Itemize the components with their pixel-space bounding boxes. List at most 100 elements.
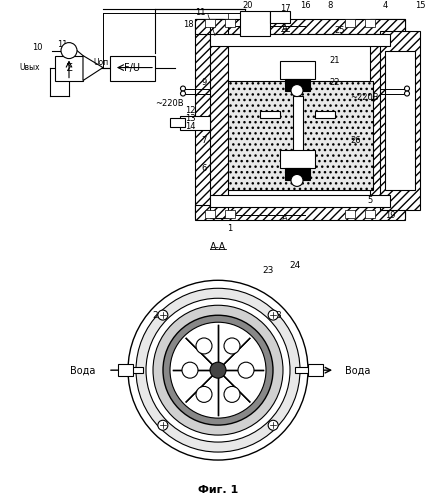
Circle shape — [158, 420, 168, 430]
Bar — [240, 10, 270, 35]
Bar — [180, 115, 210, 130]
Text: Фиг. 1: Фиг. 1 — [198, 485, 238, 495]
Bar — [170, 118, 185, 127]
Bar — [205, 211, 215, 219]
Bar — [210, 33, 390, 45]
Bar — [195, 206, 405, 221]
Bar — [223, 80, 373, 191]
Circle shape — [181, 86, 185, 91]
Bar — [285, 169, 310, 181]
Bar — [55, 55, 83, 80]
Text: 22: 22 — [330, 78, 340, 87]
Text: 3: 3 — [275, 311, 281, 320]
Text: 26: 26 — [351, 136, 361, 145]
Text: 21: 21 — [330, 56, 340, 65]
Text: 16: 16 — [300, 1, 310, 10]
Bar — [128, 367, 143, 373]
Circle shape — [196, 386, 212, 402]
Text: 17: 17 — [279, 4, 290, 13]
Circle shape — [158, 310, 168, 320]
Circle shape — [224, 386, 240, 402]
Circle shape — [181, 91, 185, 96]
Bar — [225, 18, 235, 26]
Bar — [270, 10, 290, 22]
Bar — [205, 18, 215, 26]
Bar — [365, 18, 375, 26]
Bar — [293, 95, 303, 154]
Circle shape — [291, 175, 303, 187]
Circle shape — [405, 91, 409, 96]
Text: F/U: F/U — [124, 62, 140, 72]
Text: Вода: Вода — [345, 365, 370, 375]
Circle shape — [291, 84, 303, 96]
Text: 1: 1 — [228, 224, 233, 233]
Text: →: → — [282, 27, 288, 33]
Text: ~220В: ~220В — [350, 93, 378, 102]
Circle shape — [182, 362, 198, 378]
Bar — [195, 18, 405, 33]
Text: 20: 20 — [243, 1, 253, 10]
Bar — [210, 196, 390, 208]
Bar — [315, 110, 335, 118]
Text: Σ: Σ — [65, 62, 72, 72]
Text: 23: 23 — [262, 266, 274, 275]
Bar — [385, 50, 415, 191]
Bar — [365, 211, 375, 219]
Bar — [110, 55, 155, 80]
Text: Вода: Вода — [70, 365, 95, 375]
Circle shape — [170, 322, 266, 418]
Text: 10: 10 — [32, 43, 42, 52]
Text: 8: 8 — [327, 1, 333, 10]
Text: 5: 5 — [368, 196, 373, 205]
Text: A: A — [282, 214, 288, 223]
Bar — [280, 151, 315, 169]
Circle shape — [268, 420, 278, 430]
Circle shape — [405, 86, 409, 91]
Circle shape — [136, 288, 300, 452]
Text: 19: 19 — [385, 211, 395, 220]
Circle shape — [146, 298, 290, 442]
Text: 18: 18 — [183, 20, 193, 29]
Bar — [225, 211, 235, 219]
Text: Uоп: Uоп — [93, 58, 108, 67]
Text: 25: 25 — [335, 26, 345, 35]
Circle shape — [128, 280, 308, 460]
Circle shape — [196, 338, 212, 354]
Circle shape — [210, 362, 226, 378]
Bar — [295, 367, 310, 373]
Circle shape — [61, 42, 77, 58]
Text: 12: 12 — [185, 106, 195, 115]
Circle shape — [153, 305, 283, 435]
Bar — [308, 364, 323, 376]
Circle shape — [224, 338, 240, 354]
Bar — [345, 18, 355, 26]
Text: A-A: A-A — [210, 243, 226, 252]
Circle shape — [268, 310, 278, 320]
Text: 24: 24 — [290, 261, 301, 270]
Bar — [280, 60, 315, 78]
Bar — [118, 364, 133, 376]
Text: ~220В: ~220В — [155, 99, 184, 108]
Polygon shape — [83, 55, 103, 80]
Bar — [228, 90, 376, 191]
Bar — [260, 110, 280, 118]
Text: 13: 13 — [185, 114, 195, 123]
Text: A: A — [282, 24, 288, 33]
Text: 7: 7 — [201, 136, 207, 145]
Text: 14: 14 — [185, 122, 195, 131]
Bar — [210, 18, 228, 219]
Bar — [345, 211, 355, 219]
Bar — [195, 18, 223, 219]
Circle shape — [163, 315, 273, 425]
Circle shape — [238, 362, 254, 378]
Bar — [285, 78, 310, 90]
Text: 11: 11 — [57, 40, 67, 49]
Bar — [370, 18, 405, 219]
Text: 4: 4 — [382, 1, 388, 10]
Text: 15: 15 — [415, 1, 425, 10]
Bar — [380, 30, 420, 211]
Text: 2: 2 — [152, 311, 158, 320]
Text: Uвых: Uвых — [20, 63, 40, 72]
Text: 11: 11 — [195, 8, 205, 17]
Text: 6: 6 — [201, 164, 207, 173]
